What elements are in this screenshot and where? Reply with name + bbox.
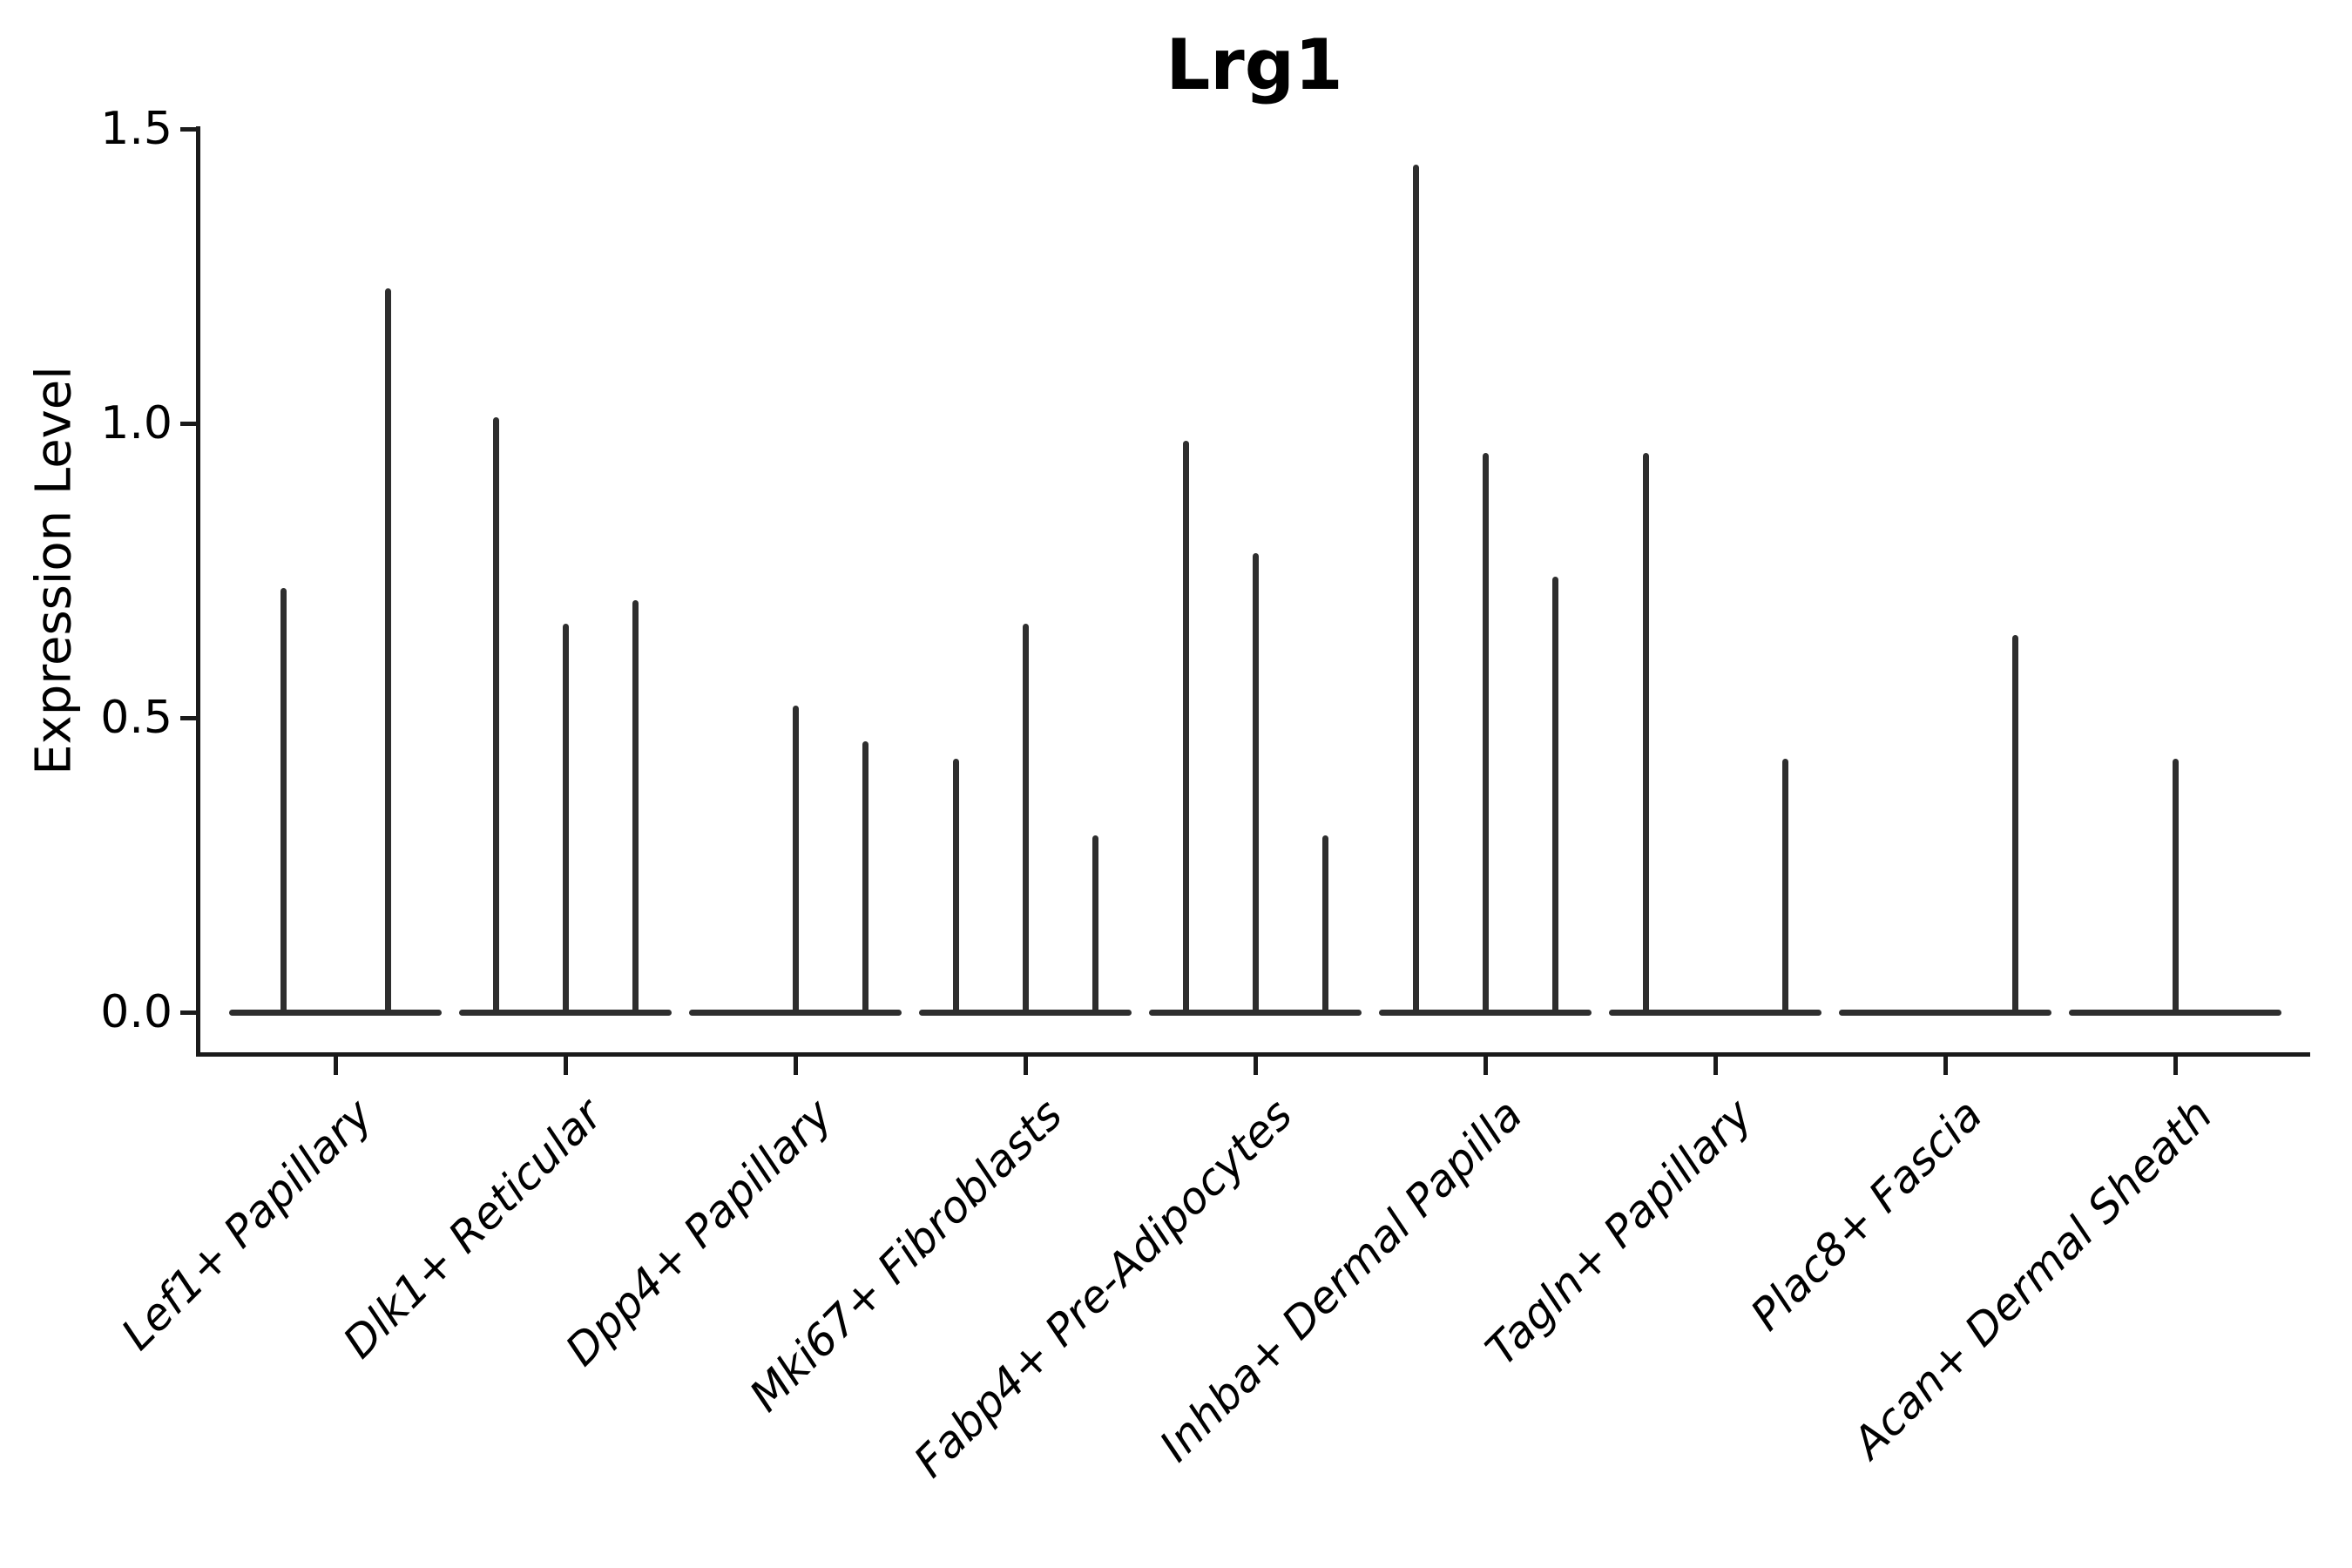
x-tick-label: Mki67+ Fibroblasts (740, 1089, 1072, 1422)
violin-baseline (1839, 1009, 2051, 1016)
y-tick-mark (180, 1010, 198, 1015)
violin-baseline (1609, 1009, 1821, 1016)
x-tick-mark (1483, 1054, 1488, 1075)
violin-spike (1321, 835, 1328, 1015)
violin-spike (1551, 576, 1558, 1015)
violin-spike (1022, 623, 1029, 1015)
x-tick-label: Dlk1+ Reticular (333, 1089, 612, 1369)
violin-spike (1182, 441, 1189, 1015)
violin-spike (1781, 759, 1788, 1015)
violin-spike (632, 599, 639, 1015)
violin-spike (1412, 164, 1419, 1015)
y-tick-mark (180, 126, 198, 132)
x-tick-mark (563, 1054, 568, 1075)
x-tick-mark (2173, 1054, 2178, 1075)
x-tick-label: Dpp4+ Papillary (556, 1089, 842, 1376)
x-tick-mark (1713, 1054, 1718, 1075)
violin-spike (862, 741, 868, 1015)
violin-spike (2011, 635, 2018, 1015)
violin-spike (1642, 452, 1649, 1015)
violin-spike (1252, 552, 1259, 1015)
violin-spike (952, 759, 959, 1015)
x-tick-mark (1023, 1054, 1028, 1075)
x-tick-label: Tagln+ Papillary (1476, 1089, 1762, 1375)
y-tick-mark (180, 421, 198, 426)
violin-spike (1482, 452, 1489, 1015)
x-tick-label: Acan+ Dermal Sheath (1842, 1089, 2222, 1469)
x-tick-label: Fabp4+ Pre-Adipocytes (904, 1089, 1302, 1488)
y-axis-spine (196, 126, 200, 1057)
y-tick-label: 1.5 (100, 103, 172, 155)
y-tick-label: 1.0 (100, 397, 172, 449)
violin-spike (1092, 835, 1098, 1015)
violin-spike (384, 287, 391, 1015)
violin-spike (792, 706, 799, 1015)
violin-spike (2172, 759, 2179, 1015)
y-tick-label: 0.5 (100, 692, 172, 744)
x-tick-mark (1253, 1054, 1258, 1075)
x-tick-mark (1943, 1054, 1948, 1075)
violin-baseline (229, 1009, 442, 1016)
violin-spike (562, 623, 569, 1015)
x-tick-label: Plac8+ Fascia (1740, 1089, 1992, 1341)
x-tick-label: Inhba+ Dermal Papilla (1150, 1089, 1532, 1472)
violin-spike (280, 588, 287, 1015)
violin-spike (492, 417, 499, 1015)
y-tick-mark (180, 715, 198, 720)
y-tick-label: 0.0 (100, 986, 172, 1038)
plot-title: Lrg1 (1166, 24, 1343, 105)
x-tick-mark (793, 1054, 798, 1075)
x-tick-mark (333, 1054, 338, 1075)
